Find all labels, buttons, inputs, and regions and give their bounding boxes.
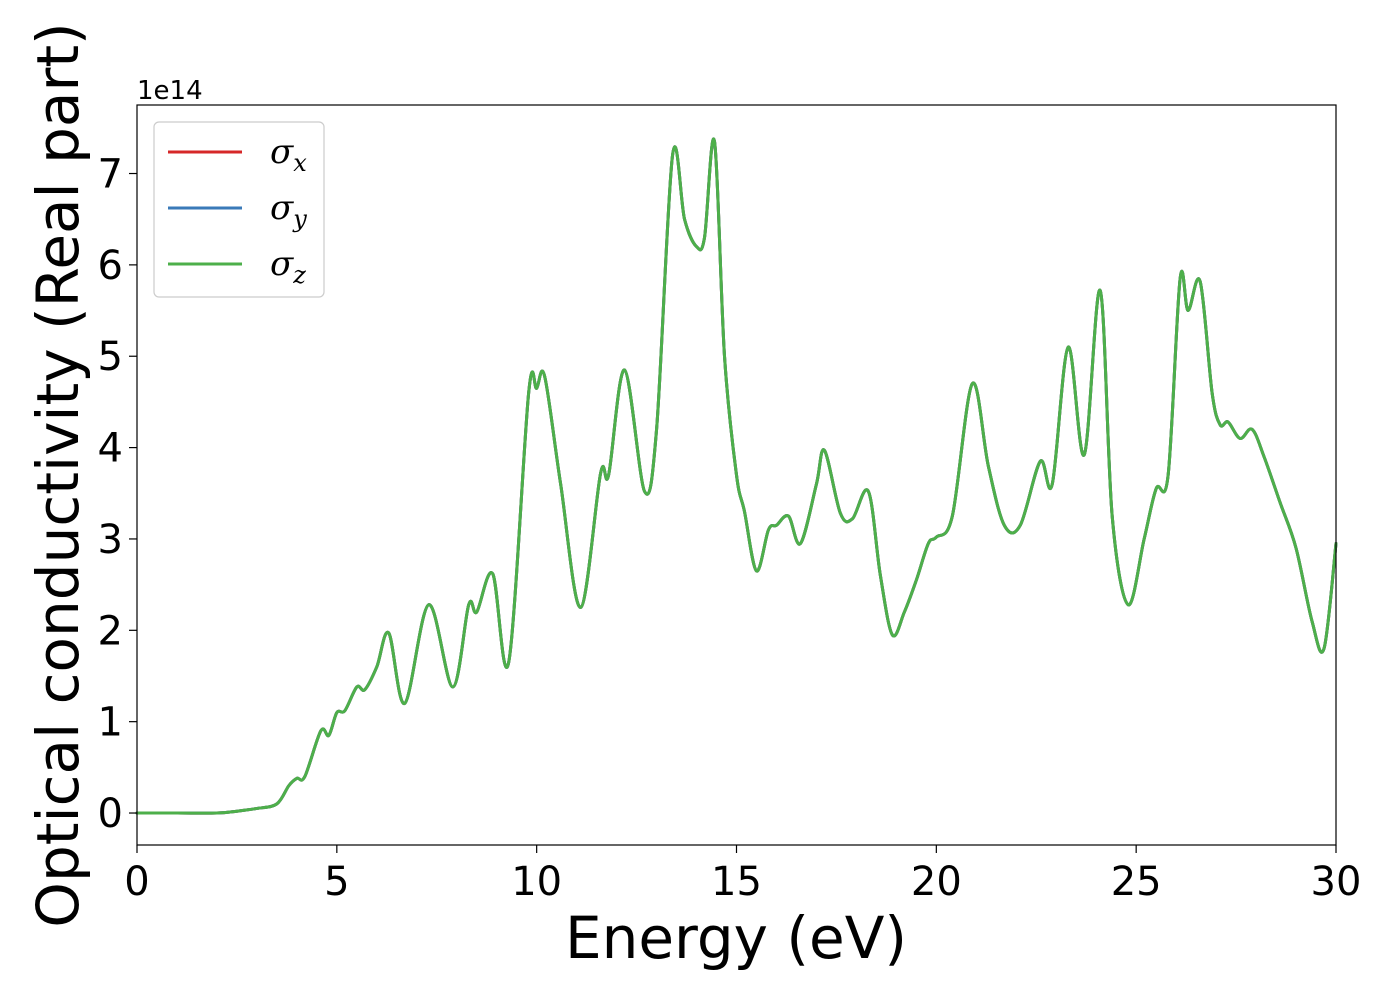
x-tick-label: 10 <box>511 859 562 905</box>
y-tick-label: 6 <box>98 243 123 289</box>
y-tick-label: 7 <box>98 152 123 198</box>
legend-entry-label: σx <box>270 132 307 177</box>
x-tick-label: 20 <box>911 859 962 905</box>
y-tick-label: 4 <box>98 426 123 472</box>
x-axis-label: Energy (eV) <box>565 904 907 972</box>
legend-entry-label: σy <box>270 188 307 233</box>
y-offset-label: 1e14 <box>137 76 203 106</box>
x-tick-label: 0 <box>124 859 149 905</box>
y-tick-label: 1 <box>98 700 123 746</box>
x-tick-label: 15 <box>711 859 762 905</box>
y-tick-label: 0 <box>98 791 123 837</box>
x-tick-label: 25 <box>1111 859 1162 905</box>
series-line-z <box>135 137 1338 815</box>
x-tick-label: 5 <box>324 859 349 905</box>
legend: σx σy σz <box>153 121 325 298</box>
y-tick-label: 3 <box>98 517 123 563</box>
legend-entry-label: σz <box>270 244 306 289</box>
y-tick-label: 5 <box>98 334 123 380</box>
series-layer <box>135 137 1338 815</box>
x-axis: 0 5 10 15 20 25 30 <box>124 845 1361 905</box>
x-tick-label: 30 <box>1311 859 1362 905</box>
y-axis-label: Optical conductivity (Real part) <box>24 22 92 927</box>
y-axis: 0 1 2 3 4 5 6 7 <box>98 152 137 837</box>
y-tick-label: 2 <box>98 608 123 654</box>
